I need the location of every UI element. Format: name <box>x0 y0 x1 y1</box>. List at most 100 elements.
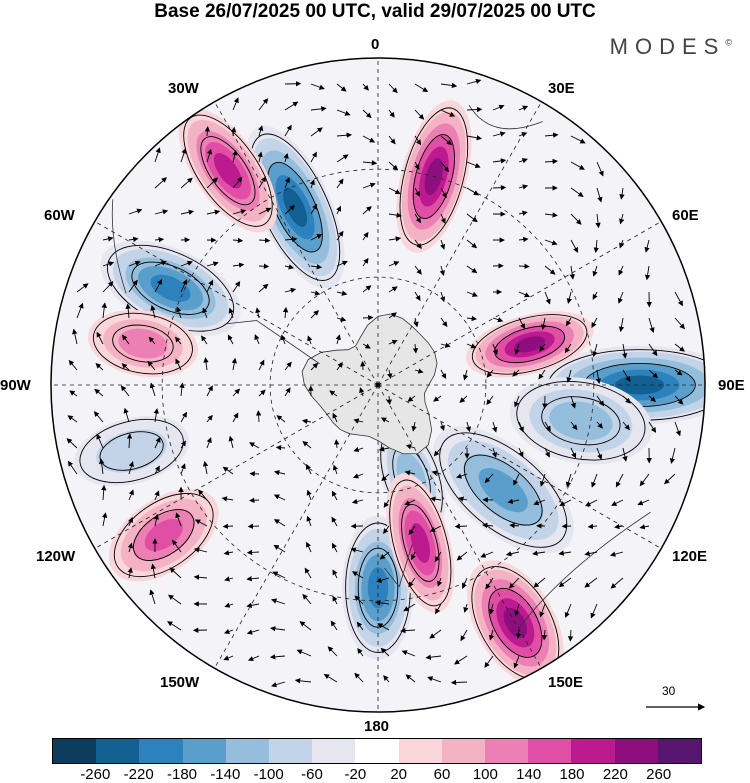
colorbar-swatch <box>485 739 529 763</box>
wind-vector-arrow <box>306 463 312 475</box>
wind-vector-arrow <box>336 154 349 163</box>
wind-vector-arrow <box>663 473 676 485</box>
wind-vector-arrow <box>674 395 684 405</box>
wind-vector-arrow <box>102 261 115 267</box>
wind-vector-arrow <box>96 331 104 345</box>
wind-vector-arrow <box>258 389 266 397</box>
wind-vector-arrow <box>93 411 104 423</box>
wind-vector-arrow <box>518 291 531 298</box>
wind-vector-arrow <box>258 125 264 137</box>
wind-vector-arrow <box>247 655 260 662</box>
wind-vector-arrow <box>414 291 421 302</box>
wind-vector-arrow <box>518 263 530 269</box>
wind-vector-arrow <box>232 281 241 293</box>
wind-vector-arrow <box>614 523 624 530</box>
wind-vector-arrow <box>376 577 390 583</box>
label-lon-30w: 30W <box>168 80 199 97</box>
wind-vector-arrow <box>354 672 364 683</box>
reference-vector-label: 30 <box>662 684 676 698</box>
wind-vector-arrow <box>67 415 78 423</box>
wind-vector-arrow <box>206 414 213 423</box>
wind-vector-arrow <box>258 359 265 371</box>
wind-vector-arrow <box>595 369 602 385</box>
wind-vector-arrow <box>148 336 156 345</box>
wind-vector-arrow <box>648 369 659 379</box>
label-lon-30e: 30E <box>548 80 575 97</box>
wind-vector-arrow <box>440 187 447 199</box>
wind-vector-arrow <box>154 147 161 163</box>
wind-vector-arrow <box>440 82 458 89</box>
wind-vector-arrow <box>435 603 442 615</box>
streamline-loop <box>399 107 469 246</box>
wind-vector-arrow <box>94 388 104 397</box>
wind-vector-arrow <box>269 654 286 660</box>
wind-vector-arrow <box>362 343 371 349</box>
wind-vector-arrow <box>381 473 390 482</box>
wind-vector-arrow <box>101 302 107 319</box>
wind-vector-arrow <box>383 675 390 683</box>
wind-vector-arrow <box>302 440 312 449</box>
wind-vector-arrow <box>518 158 528 164</box>
wind-vector-arrow <box>176 306 182 319</box>
wind-vector-arrow <box>354 595 364 605</box>
wind-vector-arrow <box>674 421 681 437</box>
wind-vector-arrow <box>128 208 143 215</box>
wind-vector-arrow <box>507 498 520 504</box>
wind-vector-arrow <box>648 343 658 357</box>
wind-vector-arrow <box>414 213 421 224</box>
wind-vector-arrow <box>508 577 520 589</box>
label-lon-0: 0 <box>371 36 380 53</box>
wind-vector-arrow <box>309 179 315 189</box>
anomaly-contour <box>514 336 546 353</box>
wind-vector-arrow <box>95 363 104 371</box>
wind-vector-arrow <box>456 473 468 479</box>
wind-vector-arrow <box>336 290 348 296</box>
wind-vector-arrow <box>154 209 169 215</box>
wind-vector-arrow <box>569 265 575 280</box>
label-lon-60w: 60W <box>44 207 75 224</box>
wind-vector-arrow <box>566 369 572 383</box>
wind-vector-arrow <box>570 213 582 225</box>
wind-vector-arrow <box>622 447 628 462</box>
wind-vector-arrow <box>404 499 416 506</box>
wind-vector-arrow <box>201 335 208 345</box>
wind-vector-arrow <box>362 285 372 293</box>
wind-vector-arrow <box>331 542 338 553</box>
wind-vector-arrow <box>224 628 234 635</box>
wind-vector-arrow <box>425 654 442 660</box>
wind-vector-arrow <box>400 627 416 634</box>
wind-vector-arrow <box>284 361 292 371</box>
label-lon-60e: 60E <box>672 207 699 224</box>
wind-vector-arrow <box>228 435 234 449</box>
wind-vector-arrow <box>454 523 468 530</box>
wind-vector-arrow <box>310 106 327 112</box>
wind-vector-arrow <box>411 421 417 432</box>
wind-vector-arrow <box>491 447 498 458</box>
wind-vector-arrow <box>590 603 598 619</box>
wind-vector-arrow <box>466 106 483 113</box>
wind-vector-arrow <box>174 336 182 345</box>
meridian-line <box>377 101 542 386</box>
wind-vector-arrow <box>206 261 219 267</box>
wind-vector-arrow <box>194 519 208 527</box>
wind-vector-arrow <box>310 151 317 163</box>
colorbar-tick-label: -20 <box>344 766 367 783</box>
wind-vector-arrow <box>544 265 556 275</box>
wind-vector-arrow <box>248 497 260 503</box>
wind-vector-arrow <box>275 444 286 451</box>
wind-vector-arrow <box>615 473 624 488</box>
wind-vector-arrow <box>310 233 323 241</box>
anomaly-contour <box>118 328 168 359</box>
antarctic-peninsula <box>226 320 320 365</box>
wind-vector-arrow <box>203 357 209 371</box>
wind-vector-arrow <box>492 421 498 433</box>
wind-vector-arrow <box>440 213 446 224</box>
wind-vector-arrow <box>544 239 558 246</box>
streamline-loop <box>541 396 621 446</box>
wind-vector-arrow <box>154 279 163 293</box>
wind-vector-arrow <box>206 279 214 293</box>
colorbar-swatch <box>312 739 356 763</box>
wind-vector-arrow <box>351 498 364 505</box>
label-lon-180: 180 <box>364 718 390 735</box>
